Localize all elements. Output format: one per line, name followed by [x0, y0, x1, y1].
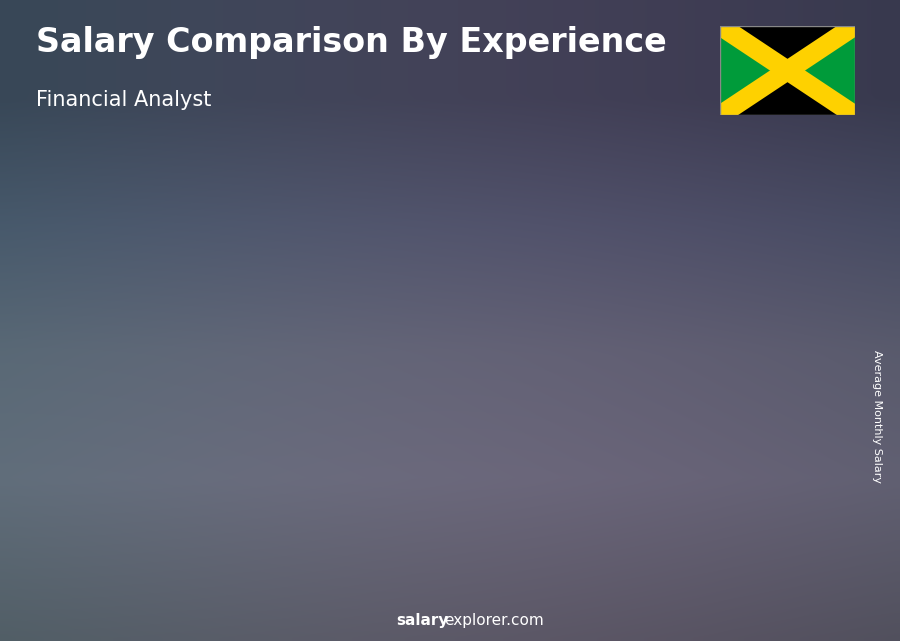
Polygon shape: [644, 352, 660, 590]
Text: Financial Analyst: Financial Analyst: [36, 90, 211, 110]
Text: 0 JMD: 0 JMD: [91, 494, 135, 509]
Polygon shape: [572, 352, 660, 360]
Polygon shape: [68, 523, 141, 590]
Polygon shape: [788, 26, 855, 115]
Text: +nan%: +nan%: [241, 415, 323, 435]
Polygon shape: [141, 515, 157, 590]
Polygon shape: [720, 26, 788, 115]
Polygon shape: [572, 360, 644, 590]
Text: Salary Comparison By Experience: Salary Comparison By Experience: [36, 26, 667, 58]
Polygon shape: [446, 392, 534, 400]
Polygon shape: [194, 483, 267, 590]
Text: explorer.com: explorer.com: [445, 613, 544, 628]
Polygon shape: [68, 515, 157, 523]
Polygon shape: [698, 312, 786, 320]
Text: 0 JMD: 0 JMD: [719, 291, 763, 306]
Text: Average Monthly Salary: Average Monthly Salary: [872, 350, 883, 483]
Text: 0 JMD: 0 JMD: [594, 331, 637, 345]
Text: +nan%: +nan%: [367, 374, 449, 394]
Text: salary: salary: [396, 613, 448, 628]
Polygon shape: [320, 432, 408, 440]
Text: 0 JMD: 0 JMD: [468, 370, 512, 386]
Polygon shape: [770, 312, 786, 590]
Polygon shape: [446, 400, 518, 590]
Text: 0 JMD: 0 JMD: [217, 454, 260, 469]
Text: +nan%: +nan%: [492, 334, 575, 354]
Text: +nan%: +nan%: [618, 294, 701, 314]
Polygon shape: [393, 432, 408, 590]
Polygon shape: [518, 392, 534, 590]
Polygon shape: [267, 475, 283, 590]
Polygon shape: [320, 440, 393, 590]
Text: 0 JMD: 0 JMD: [342, 411, 386, 426]
Polygon shape: [720, 26, 855, 115]
Text: +nan%: +nan%: [115, 457, 198, 477]
Polygon shape: [698, 320, 770, 590]
Polygon shape: [194, 475, 283, 483]
